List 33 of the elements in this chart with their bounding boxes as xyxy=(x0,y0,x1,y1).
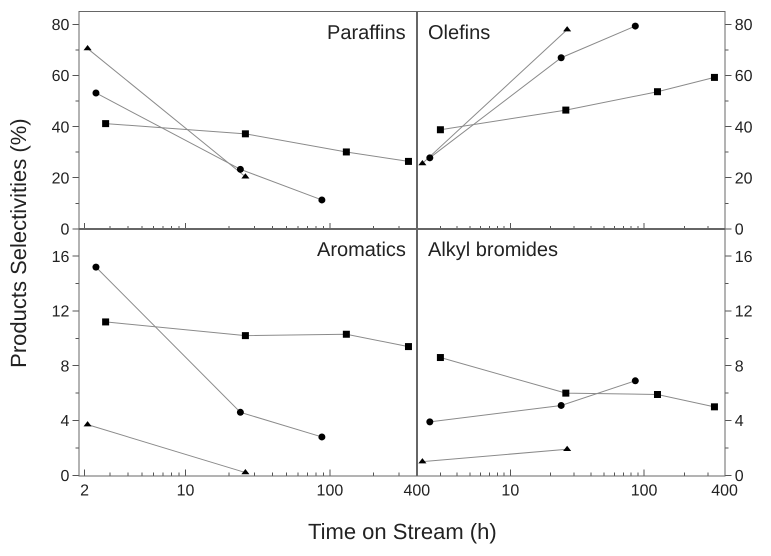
x-tick-label: 100 xyxy=(316,482,344,500)
y-tick-label: 0 xyxy=(734,221,744,238)
x-tick-label: 2 xyxy=(80,482,90,500)
y-tick-label: 12 xyxy=(52,304,70,321)
y-tick-label: 0 xyxy=(734,468,744,485)
text: Paraffins xyxy=(327,22,406,44)
x-tick-label: 100 xyxy=(630,482,658,500)
y-tick-label: 4 xyxy=(60,413,70,430)
y-tick-label: 40 xyxy=(734,119,753,136)
text: Olefins xyxy=(428,22,490,44)
x-tick-label: 10 xyxy=(176,482,194,500)
y-tick-label: 8 xyxy=(734,358,744,376)
y-tick-label: 60 xyxy=(734,68,753,86)
x-tick-label: 400 xyxy=(711,482,738,500)
y-tick-label: 80 xyxy=(52,17,70,34)
y-tick-label: 16 xyxy=(734,248,753,266)
y-tick-label: 60 xyxy=(52,68,70,86)
y-tick-label: 0 xyxy=(60,468,70,485)
y-tick-label: 16 xyxy=(52,248,70,266)
y-tick-label: 4 xyxy=(734,413,744,430)
y-tick-label: 0 xyxy=(60,221,70,238)
y-tick-label: 12 xyxy=(734,304,753,321)
y-tick-label: 40 xyxy=(52,119,70,136)
y-axis-title: Products Selectivities (%) xyxy=(6,118,31,368)
y-tick-label: 20 xyxy=(52,170,70,188)
x-axis-title: Time on Stream (h) xyxy=(308,519,497,544)
y-tick-label: 20 xyxy=(734,170,753,188)
x-tick-label: 10 xyxy=(501,482,520,500)
text: Aromatics xyxy=(317,239,406,261)
text: Alkyl bromides xyxy=(428,239,558,261)
x-tick-label: 400 xyxy=(404,482,430,500)
y-tick-label: 8 xyxy=(60,358,70,376)
y-tick-label: 80 xyxy=(734,17,753,34)
